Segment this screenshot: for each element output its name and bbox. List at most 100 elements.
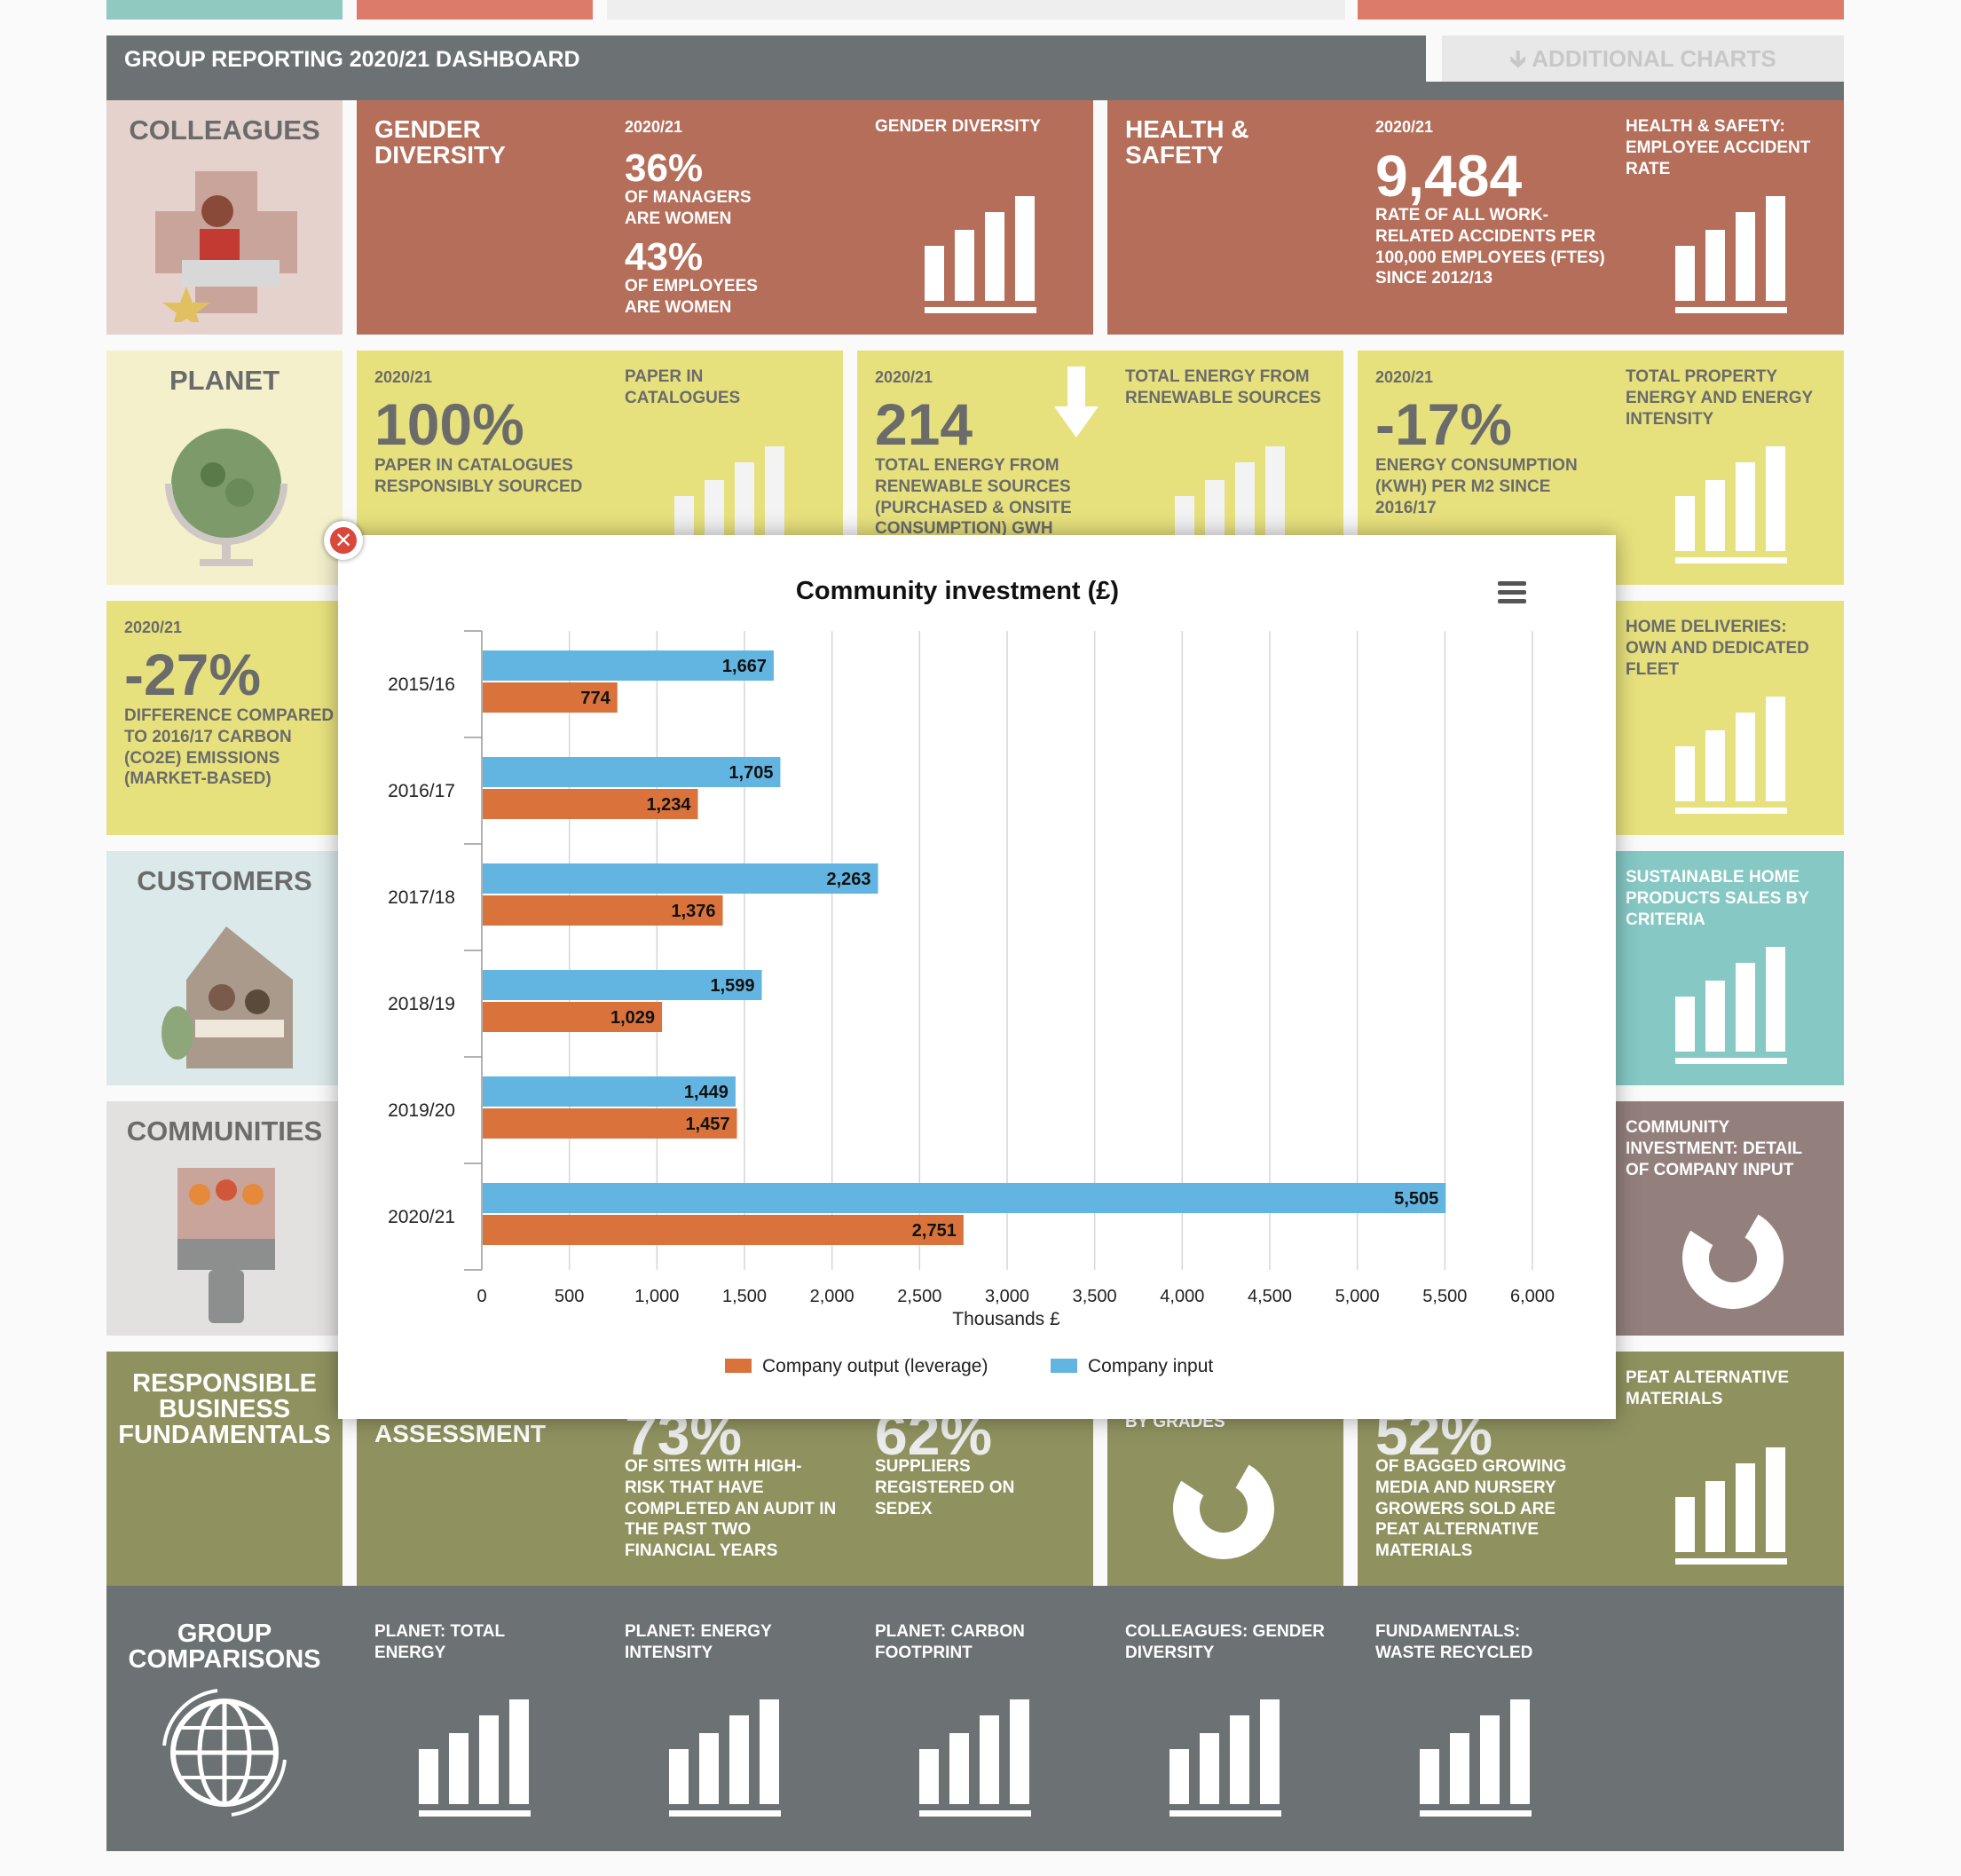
group-comparisons-row: GROUP COMPARISONS PLANET: TOTAL ENERGY P… xyxy=(106,1586,1844,1851)
gender-stat2: 43% xyxy=(625,235,704,279)
peat-stat-label: OF BAGGED GROWING MEDIA AND NURSERY GROW… xyxy=(1375,1457,1567,1560)
y-tick-label: 2017/18 xyxy=(388,887,455,908)
comparison-label: FUNDAMENTALS: WASTE RECYCLED xyxy=(1375,1622,1533,1662)
health-chart-label: HEALTH & SAFETY: EMPLOYEE ACCIDENT RATE xyxy=(1626,117,1811,178)
tile-gender-diversity[interactable]: GENDER DIVERSITY 2020/21 36% OF MANAGERS… xyxy=(357,100,1093,335)
additional-charts-button[interactable]: 🡳 ADDITIONAL CHARTS xyxy=(1442,35,1844,82)
health-year: 2020/21 xyxy=(1375,118,1434,136)
bar-company-input[interactable] xyxy=(483,1183,1446,1213)
top-strip-coral xyxy=(1358,0,1844,20)
gender-year: 2020/21 xyxy=(625,118,683,136)
bar-chart-icon[interactable] xyxy=(1675,446,1787,564)
comparison-planet-total-energy[interactable]: PLANET: TOTAL ENERGY xyxy=(357,1586,593,1851)
peat-chart-label: PEAT ALTERNATIVE MATERIALS xyxy=(1626,1368,1790,1408)
gender-heading: GENDER DIVERSITY xyxy=(374,115,506,169)
data-label: 1,449 xyxy=(684,1083,728,1102)
y-tick-label: 2015/16 xyxy=(388,674,455,695)
category-fundamentals[interactable]: RESPONSIBLE BUSINESS FUNDAMENTALS xyxy=(106,1352,343,1586)
donut-chart-icon[interactable] xyxy=(1173,1458,1274,1559)
legend-label: Company input xyxy=(1088,1356,1213,1376)
property-stat: -17% xyxy=(1375,391,1513,457)
bar-chart-icon[interactable] xyxy=(419,1699,531,1817)
health-heading: HEALTH & SAFETY xyxy=(1125,115,1249,169)
bar-company-input[interactable] xyxy=(483,757,781,787)
customers-house-icon xyxy=(161,926,293,1068)
gender-stat1-label: OF MANAGERS ARE WOMEN xyxy=(625,188,752,228)
additional-charts-label: ADDITIONAL CHARTS xyxy=(1532,45,1776,72)
gender-chart-label: GENDER DIVERSITY xyxy=(875,117,1041,136)
comparison-label: PLANET: ENERGY INTENSITY xyxy=(625,1622,772,1662)
bar-company-output[interactable] xyxy=(483,682,618,713)
paintbrush-icon xyxy=(177,1168,275,1323)
bar-company-output[interactable] xyxy=(483,1215,964,1245)
bar-chart-icon[interactable] xyxy=(1170,1699,1281,1817)
bar-chart-icon[interactable] xyxy=(1675,196,1787,313)
tile-carbon[interactable]: 2020/21 -27% DIFFERENCE COMPARED TO 2016… xyxy=(106,601,343,835)
donut-chart-icon[interactable] xyxy=(1682,1208,1784,1309)
bar-company-output[interactable] xyxy=(483,789,698,819)
close-icon[interactable]: ✕ xyxy=(324,521,363,560)
bar-chart-icon[interactable] xyxy=(1675,697,1787,814)
legend-label: Company output (leverage) xyxy=(762,1356,988,1376)
data-label: 2,263 xyxy=(827,870,871,889)
bar-chart-icon[interactable] xyxy=(1675,1447,1787,1565)
paper-stat: 100% xyxy=(374,391,524,457)
legend-item[interactable]: Company input xyxy=(1051,1356,1213,1376)
y-tick-label: 2020/21 xyxy=(388,1207,455,1227)
chart-modal: Community investment (£) 0 500 1,000 1,500 2… xyxy=(338,535,1616,1419)
community-investment-chart: Community investment (£) 0 500 1,000 1,500 2… xyxy=(388,577,1555,1376)
bar-company-input[interactable] xyxy=(483,863,878,894)
x-tick-label: 5,500 xyxy=(1422,1287,1467,1306)
deliveries-chart-label: HOME DELIVERIES: OWN AND DEDICATED FLEET xyxy=(1626,618,1809,679)
dashboard-title: GROUP REPORTING 2020/21 DASHBOARD xyxy=(124,47,580,72)
tile-health-safety[interactable]: HEALTH & SAFETY 2020/21 9,484 RATE OF AL… xyxy=(1107,100,1844,335)
x-axis-title: Thousands £ xyxy=(952,1309,1060,1329)
x-tick-label: 2,500 xyxy=(897,1287,941,1306)
carbon-year: 2020/21 xyxy=(124,619,183,636)
comparison-planet-energy-intensity[interactable]: PLANET: ENERGY INTENSITY xyxy=(607,1586,843,1851)
bar-company-output[interactable] xyxy=(483,1108,737,1139)
comparison-planet-carbon-footprint[interactable]: PLANET: CARBON FOOTPRINT xyxy=(857,1586,1093,1851)
bar-company-output[interactable] xyxy=(483,1002,663,1032)
bar-company-input[interactable] xyxy=(483,650,774,681)
category-communities[interactable]: COMMUNITIES xyxy=(106,1101,343,1336)
carbon-stat-label: DIFFERENCE COMPARED TO 2016/17 CARBON (C… xyxy=(124,706,335,789)
property-chart-label: TOTAL PROPERTY ENERGY AND ENERGY INTENSI… xyxy=(1626,367,1813,429)
bar-chart-icon[interactable] xyxy=(1675,947,1787,1064)
bar-chart-icon[interactable] xyxy=(1420,1699,1532,1817)
bar-company-input[interactable] xyxy=(483,970,762,1000)
health-stat-label: RATE OF ALL WORK-RELATED ACCIDENTS PER 1… xyxy=(1375,206,1605,288)
carbon-stat: -27% xyxy=(124,642,262,707)
chart-title: Community investment (£) xyxy=(796,577,1119,605)
bar-chart-icon[interactable] xyxy=(669,1699,781,1817)
x-tick-label: 6,000 xyxy=(1510,1287,1555,1306)
category-customers[interactable]: CUSTOMERS xyxy=(106,851,343,1085)
legend-swatch xyxy=(725,1359,752,1373)
hamburger-menu-icon[interactable] xyxy=(1498,581,1526,603)
category-colleagues[interactable]: COLLEAGUES xyxy=(106,100,343,335)
energy-stat-label: TOTAL ENERGY FROM RENEWABLE SOURCES (PUR… xyxy=(875,456,1072,539)
arrow-down-icon: 🡳 xyxy=(1509,45,1526,72)
data-label: 5,505 xyxy=(1394,1189,1438,1209)
community-detail-chart-label: COMMUNITY INVESTMENT: DETAIL OF COMPANY … xyxy=(1626,1118,1802,1179)
comparison-fundamentals-waste-recycled[interactable]: FUNDAMENTALS: WASTE RECYCLED xyxy=(1358,1586,1594,1851)
legend-item[interactable]: Company output (leverage) xyxy=(725,1356,988,1376)
data-label: 2,751 xyxy=(912,1221,957,1241)
bar-company-input[interactable] xyxy=(483,1076,736,1107)
bar-chart-icon[interactable] xyxy=(919,1699,1031,1817)
audit-stat-label: OF SITES WITH HIGH-RISK THAT HAVE COMPLE… xyxy=(625,1457,837,1560)
comparison-colleagues-gender-diversity[interactable]: COLLEAGUES: GENDER DIVERSITY xyxy=(1107,1586,1343,1851)
comparison-label: PLANET: CARBON FOOTPRINT xyxy=(875,1622,1025,1662)
bar-chart-icon[interactable] xyxy=(925,196,1036,313)
x-tick-label: 3,000 xyxy=(985,1287,1029,1306)
data-label: 1,599 xyxy=(710,976,754,996)
category-group-comparisons[interactable]: GROUP COMPARISONS xyxy=(106,1586,343,1851)
data-label: 1,376 xyxy=(671,902,715,921)
energy-stat: 214 xyxy=(875,391,973,457)
x-tick-label: 500 xyxy=(555,1287,584,1306)
bar-company-output[interactable] xyxy=(483,895,723,926)
gender-stat2-label: OF EMPLOYEES ARE WOMEN xyxy=(625,277,758,317)
category-planet[interactable]: PLANET xyxy=(106,351,343,585)
data-label: 1,457 xyxy=(685,1115,729,1134)
x-tick-label: 4,000 xyxy=(1160,1287,1204,1306)
